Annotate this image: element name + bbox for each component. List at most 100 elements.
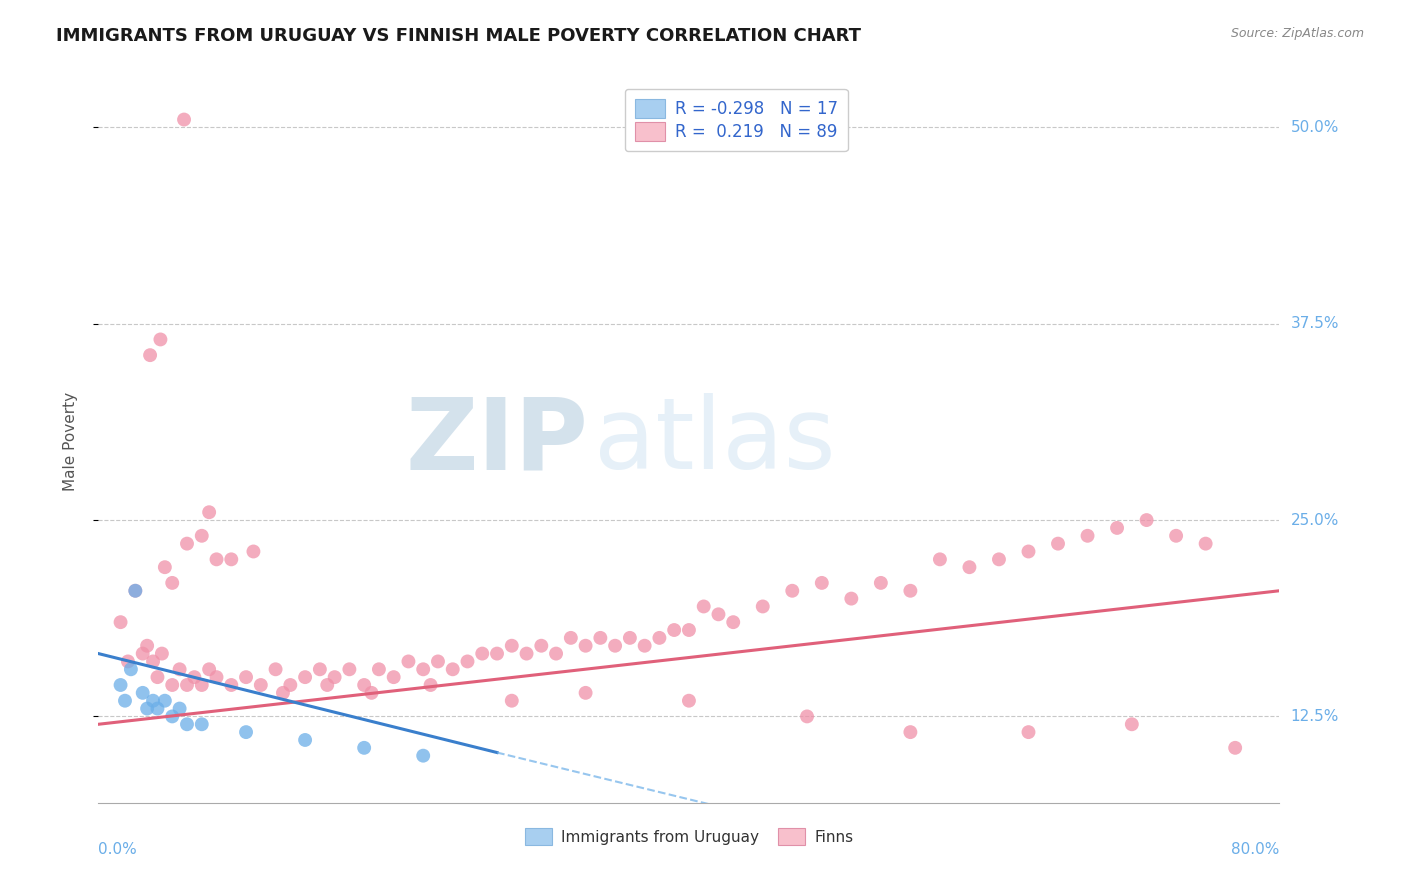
Point (169, 701, 191, 715)
Point (634, 639, 657, 653)
Point (1225, 740, 1247, 755)
Point (516, 647, 538, 661)
Point (176, 717, 198, 731)
Point (419, 678, 441, 692)
Point (796, 709, 818, 723)
Point (471, 647, 494, 661)
Point (153, 694, 176, 708)
Point (412, 662, 434, 676)
Point (959, 560, 981, 574)
Text: 50.0%: 50.0% (1291, 120, 1339, 135)
Point (139, 348, 162, 362)
Text: 12.5%: 12.5% (1291, 709, 1339, 724)
Point (412, 748, 434, 763)
Y-axis label: Male Poverty: Male Poverty (63, 392, 77, 491)
Point (368, 662, 391, 676)
Point (169, 662, 191, 676)
Point (323, 670, 346, 684)
Point (205, 670, 228, 684)
Point (242, 544, 264, 558)
Point (664, 623, 686, 637)
Point (191, 678, 214, 692)
Text: Source: ZipAtlas.com: Source: ZipAtlas.com (1230, 27, 1364, 40)
Point (619, 631, 641, 645)
Point (132, 686, 155, 700)
Point (1047, 536, 1070, 550)
Point (221, 678, 243, 692)
Point (124, 583, 146, 598)
Point (457, 655, 479, 669)
Point (235, 670, 257, 684)
Point (162, 709, 183, 723)
Point (605, 639, 627, 653)
Point (110, 615, 132, 630)
Point (271, 686, 294, 700)
Point (782, 583, 804, 598)
Point (546, 647, 568, 661)
Point (353, 678, 375, 692)
Point (575, 686, 598, 700)
Point (294, 670, 316, 684)
Point (162, 678, 183, 692)
Point (693, 599, 716, 614)
Point (678, 623, 700, 637)
Point (723, 615, 745, 630)
Point (752, 599, 775, 614)
Point (648, 631, 671, 645)
Point (1018, 544, 1040, 558)
Point (264, 662, 287, 676)
Point (441, 662, 464, 676)
Point (1166, 529, 1188, 543)
Point (205, 552, 228, 566)
Point (707, 607, 730, 622)
Point (183, 670, 205, 684)
Point (811, 575, 834, 590)
Point (870, 575, 893, 590)
Point (427, 655, 450, 669)
Point (316, 678, 339, 692)
Point (589, 631, 612, 645)
Point (142, 694, 165, 708)
Point (501, 639, 523, 653)
Point (142, 655, 165, 669)
Text: ZIP: ZIP (406, 393, 589, 490)
Point (841, 591, 863, 606)
Point (929, 552, 952, 566)
Point (136, 701, 159, 715)
Point (198, 662, 221, 676)
Point (1077, 529, 1099, 543)
Point (1121, 717, 1143, 731)
Point (575, 639, 598, 653)
Point (900, 725, 922, 739)
Point (530, 639, 553, 653)
Point (1107, 521, 1129, 535)
Point (114, 694, 136, 708)
Point (339, 662, 361, 676)
Point (360, 686, 382, 700)
Point (900, 583, 922, 598)
Point (1018, 725, 1040, 739)
Point (110, 678, 132, 692)
Point (132, 647, 155, 661)
Point (198, 505, 221, 519)
Point (560, 631, 582, 645)
Point (221, 552, 243, 566)
Point (149, 333, 172, 347)
Text: atlas: atlas (595, 393, 837, 490)
Text: 0.0%: 0.0% (98, 842, 138, 856)
Point (176, 536, 198, 550)
Point (280, 678, 302, 692)
Point (162, 575, 183, 590)
Point (136, 639, 159, 653)
Point (1195, 536, 1218, 550)
Point (398, 655, 420, 669)
Text: 25.0%: 25.0% (1291, 513, 1339, 527)
Point (117, 655, 139, 669)
Legend: Immigrants from Uruguay, Finns: Immigrants from Uruguay, Finns (517, 820, 860, 853)
Point (235, 725, 257, 739)
Point (173, 112, 195, 127)
Point (150, 647, 173, 661)
Point (353, 740, 375, 755)
Point (146, 670, 169, 684)
Point (988, 552, 1011, 566)
